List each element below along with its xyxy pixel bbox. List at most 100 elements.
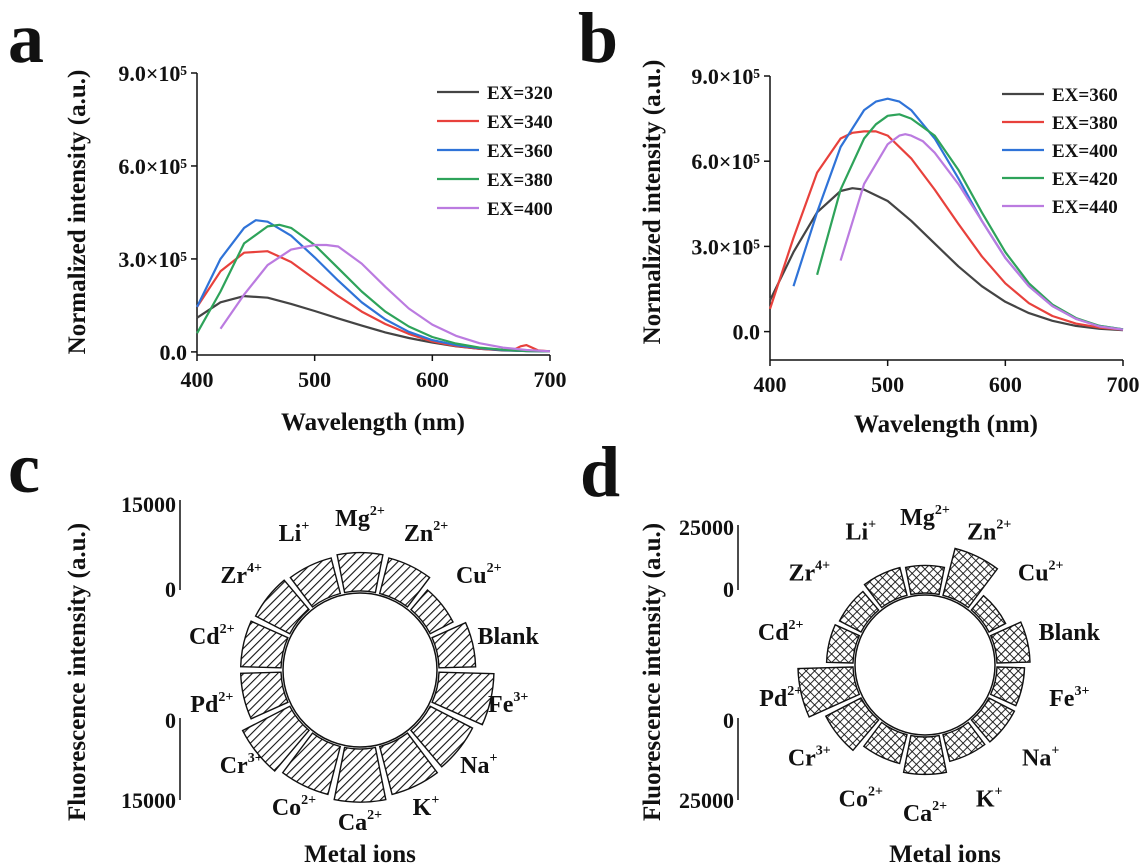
panel-label-d: d xyxy=(580,432,620,512)
panel-a-y-axis-label: Normalized intensity (a.u.) xyxy=(64,70,91,355)
panel-c-bar xyxy=(239,620,289,669)
panel-b-legend-label: EX=440 xyxy=(1052,197,1118,218)
panel-c-bar xyxy=(410,705,474,768)
panel-c-bar xyxy=(431,671,495,726)
panel-a-legend-label: EX=400 xyxy=(487,199,553,220)
panel-d-category-label: Zr4+ xyxy=(788,559,830,587)
panel-c-bar xyxy=(254,579,310,635)
panel-d-category-label: Cr3+ xyxy=(788,743,831,771)
panel-a-y-tick-label: 9.0×10⁵ xyxy=(118,61,187,86)
panel-d-category-label: Ca2+ xyxy=(903,799,947,827)
panel-a-x-tick-label: 600 xyxy=(416,367,449,392)
panel-b-y-tick-label: 9.0×10⁵ xyxy=(691,64,760,89)
panel-c-bar xyxy=(281,732,342,796)
panel-c-category-label: Blank xyxy=(478,624,540,650)
panel-d-category-label: Blank xyxy=(1039,620,1101,646)
panel-d-lower-axis-bottom: 25000 xyxy=(679,788,734,813)
panel-c-inner-ring xyxy=(282,592,438,748)
panel-d-bar xyxy=(942,721,986,763)
panel-c-category-label: Cd2+ xyxy=(189,622,235,650)
panel-d-category-label: Fe3+ xyxy=(1049,684,1089,712)
panel-a-x-tick-label: 500 xyxy=(298,367,331,392)
panel-b-series-line xyxy=(839,133,1124,331)
panel-c-upper-axis-bottom: 0 xyxy=(165,577,176,602)
panel-a-legend-label: EX=380 xyxy=(487,170,553,191)
panel-c-bar xyxy=(333,746,387,803)
panel-d-bar xyxy=(970,594,1007,633)
panel-b-series-line xyxy=(769,187,1124,332)
panel-d-bar xyxy=(904,564,946,596)
panel-d-category-label: K+ xyxy=(976,784,1003,812)
panel-d-bar xyxy=(989,621,1031,664)
panel-b-line-chart: Normalized intensity (a.u.) Wavelength (… xyxy=(639,60,1140,438)
panel-b-x-tick-label: 700 xyxy=(1107,372,1140,397)
panel-a-legend-label: EX=320 xyxy=(487,83,553,104)
panel-d-x-axis-label: Metal ions xyxy=(889,841,1001,868)
panel-c-circular-bar-chart: Fluorescence intensity (a.u.) Metal ions… xyxy=(64,492,540,868)
panel-d-bar xyxy=(824,697,880,752)
panel-c-category-label: Li+ xyxy=(279,519,310,547)
panel-d-lower-axis-top: 0 xyxy=(723,708,734,733)
panel-b-y-tick-label: 6.0×10⁵ xyxy=(691,149,760,174)
panel-c-upper-axis-top: 15000 xyxy=(121,492,176,517)
panel-d-upper-axis-bottom: 0 xyxy=(723,577,734,602)
panel-c-category-label: Fe3+ xyxy=(488,690,528,718)
panel-c-bar xyxy=(431,621,477,669)
panel-c-bar xyxy=(378,557,431,608)
panel-d-category-label: Cu2+ xyxy=(1018,559,1064,587)
panel-b-y-tick-label: 0.0 xyxy=(733,320,761,345)
panel-d-category-label: Na+ xyxy=(1022,743,1059,771)
panel-b-series-line xyxy=(768,130,1124,331)
panel-a-x-tick-label: 700 xyxy=(534,367,567,392)
panel-label-c: c xyxy=(8,428,40,508)
panel-d-y-axis-label: Fluorescence intensity (a.u.) xyxy=(639,523,666,821)
panel-c-lower-axis-top: 0 xyxy=(165,708,176,733)
panel-c-bar xyxy=(239,671,289,720)
panel-c-category-label: Pd2+ xyxy=(190,690,233,718)
panel-c-category-label: Zn2+ xyxy=(404,519,448,547)
panel-a-x-tick-label: 400 xyxy=(181,367,214,392)
panel-b-y-axis-label: Normalized intensity (a.u.) xyxy=(639,60,666,345)
panel-b-x-tick-label: 600 xyxy=(989,372,1022,397)
panel-d-bar xyxy=(838,590,880,633)
panel-label-b: b xyxy=(578,0,618,78)
panel-c-x-axis-label: Metal ions xyxy=(304,841,416,868)
panel-c-bar xyxy=(378,732,439,796)
panel-d-bar xyxy=(902,734,948,776)
panel-a-y-tick-label: 3.0×10⁵ xyxy=(118,247,187,272)
panel-d-bar xyxy=(989,666,1026,707)
panel-d-inner-ring xyxy=(854,594,996,736)
panel-c-category-label: Cr3+ xyxy=(220,751,263,779)
panel-c-category-label: K+ xyxy=(413,793,440,821)
panel-c-lower-axis-bottom: 15000 xyxy=(121,788,176,813)
panel-d-upper-axis-top: 25000 xyxy=(679,515,734,540)
panel-d-category-label: Zn2+ xyxy=(967,518,1011,546)
panel-c-bar xyxy=(410,589,454,635)
panel-d-category-label: Mg2+ xyxy=(900,503,950,531)
panel-d-bar xyxy=(942,547,999,609)
panel-c-category-label: Na+ xyxy=(460,751,497,779)
panel-a-series-line xyxy=(219,243,551,353)
panel-a-y-tick-label: 6.0×10⁵ xyxy=(118,154,187,179)
panel-b-legend-label: EX=420 xyxy=(1052,169,1118,190)
panel-a-series-line xyxy=(196,250,551,353)
panel-d-bar xyxy=(862,721,908,765)
panel-b-x-tick-label: 500 xyxy=(871,372,904,397)
panel-a-line-chart: Normalized intensity (a.u.) Wavelength (… xyxy=(64,61,567,436)
panel-d-bar xyxy=(970,697,1016,743)
panel-d-bar xyxy=(863,566,908,609)
panel-b-x-axis-label: Wavelength (nm) xyxy=(854,411,1038,438)
panel-label-a: a xyxy=(8,0,44,78)
panel-d-bar xyxy=(797,666,861,718)
panel-b-x-tick-label: 400 xyxy=(754,372,787,397)
panel-c-bar xyxy=(241,705,310,772)
panel-b-legend-label: EX=360 xyxy=(1052,85,1118,106)
panel-a-series-line xyxy=(196,223,551,353)
panel-d-circular-bar-chart: Fluorescence intensity (a.u.) Metal ions… xyxy=(639,503,1101,868)
panel-c-bar xyxy=(336,551,384,594)
panel-c-category-label: Ca2+ xyxy=(338,808,382,836)
panel-d-category-label: Cd2+ xyxy=(758,618,804,646)
panel-a-series-line xyxy=(196,295,551,353)
panel-a-legend-label: EX=340 xyxy=(487,112,553,133)
